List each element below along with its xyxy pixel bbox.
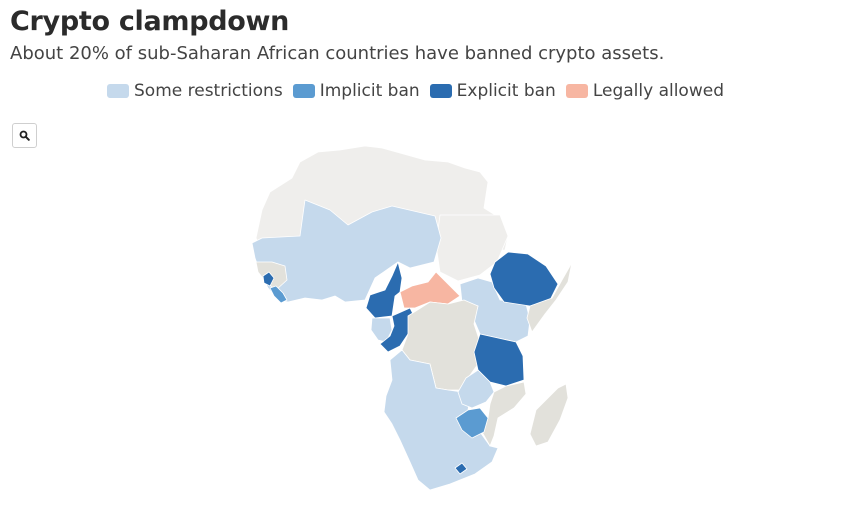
region-car[interactable] [399, 271, 461, 309]
region-tanzania[interactable] [473, 333, 525, 387]
legend-swatch-some-restrictions [107, 84, 129, 98]
region-zambia-malawi[interactable] [457, 369, 495, 409]
region-somalia[interactable] [526, 261, 573, 333]
legend-label-explicit-ban: Explicit ban [456, 81, 556, 101]
legend-item-explicit-ban: Explicit ban [429, 81, 556, 101]
region-lesotho[interactable] [454, 462, 468, 475]
legend-label-implicit-ban: Implicit ban [319, 81, 420, 101]
legend-item-legally-allowed: Legally allowed [565, 81, 724, 101]
legend-item-implicit-ban: Implicit ban [292, 81, 420, 101]
chart-subtitle: About 20% of sub-Saharan African countri… [10, 43, 665, 64]
region-liberia[interactable] [269, 285, 288, 304]
legend-swatch-explicit-ban [429, 84, 452, 98]
chart-title: Crypto clampdown [10, 6, 290, 37]
region-southern-africa[interactable] [383, 349, 499, 491]
region-madagascar[interactable] [529, 383, 569, 447]
region-ethiopia[interactable] [489, 251, 559, 307]
zoom-button[interactable] [12, 123, 37, 148]
region-sierra-leone[interactable] [262, 271, 275, 287]
legend-label-some-restrictions: Some restrictions [134, 81, 283, 101]
legend-label-legally-allowed: Legally allowed [592, 81, 724, 101]
region-sudan[interactable] [435, 214, 509, 282]
legend-item-some-restrictions: Some restrictions [107, 81, 283, 101]
region-zimbabwe[interactable] [455, 407, 489, 439]
legend: Some restrictions Implicit ban Explicit … [107, 81, 734, 101]
region-mozambique[interactable] [481, 381, 527, 447]
legend-swatch-legally-allowed [565, 84, 588, 98]
search-icon [19, 130, 30, 141]
legend-swatch-implicit-ban [292, 84, 315, 98]
